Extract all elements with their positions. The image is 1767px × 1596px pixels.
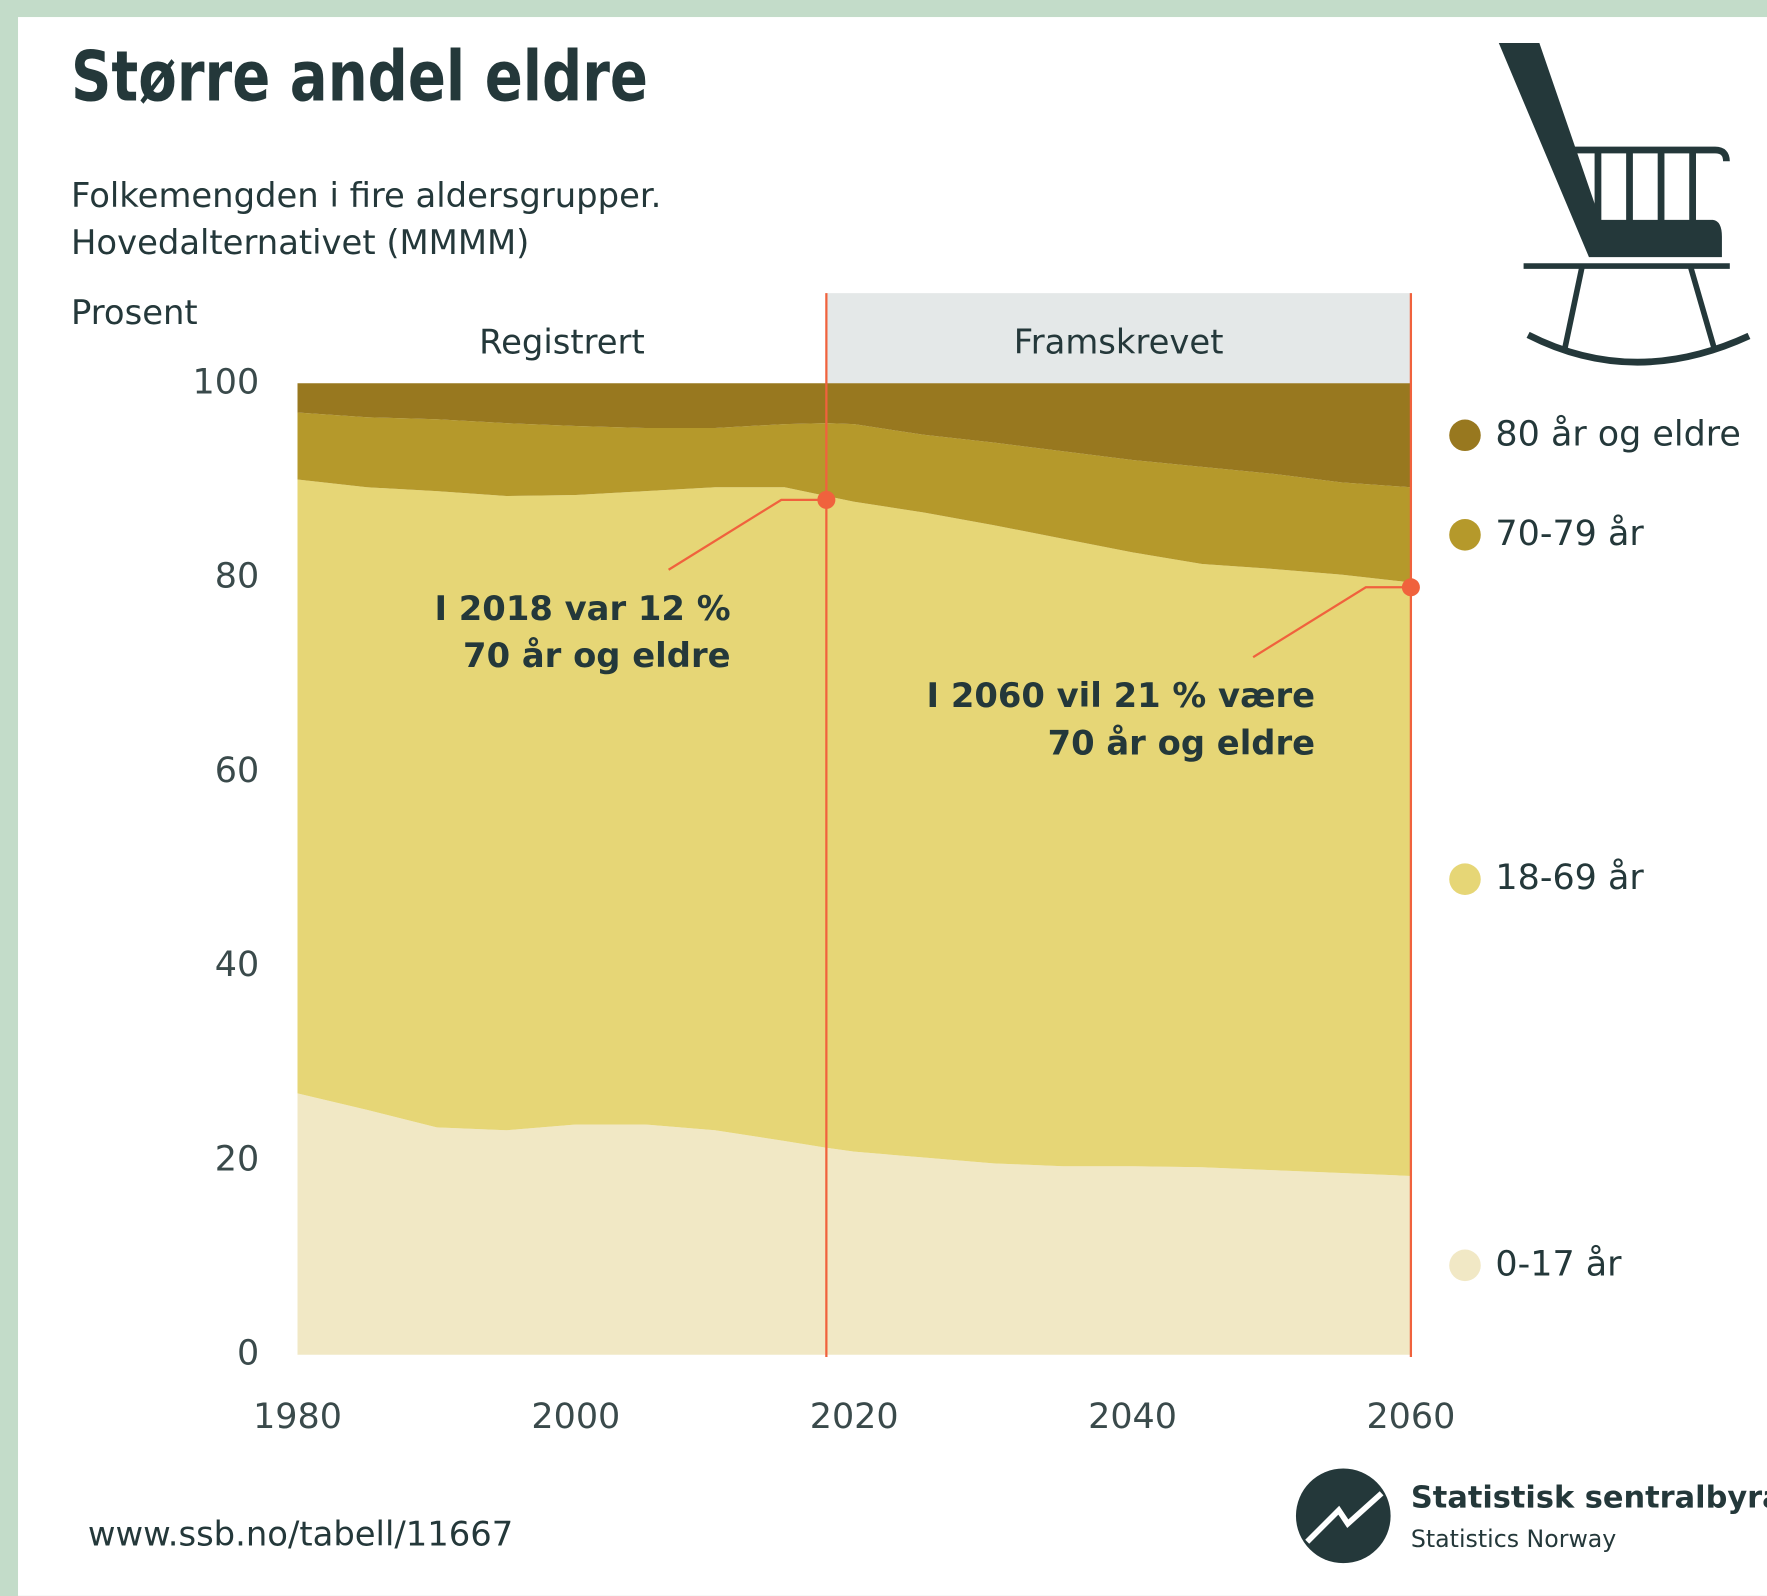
y-tick-label: 0	[237, 1334, 259, 1374]
y-tick-label: 40	[215, 945, 259, 985]
legend-swatch	[1449, 519, 1481, 551]
legend-label: 70-79 år	[1495, 513, 1644, 554]
y-axis-label: Prosent	[71, 293, 198, 332]
subtitle: Folkemengden i fire aldersgrupper.	[71, 176, 661, 215]
x-tick-label: 2020	[810, 1397, 899, 1437]
publisher: Statistisk sentralbyrå	[1411, 1479, 1767, 1515]
publisher-logo	[1295, 1468, 1391, 1564]
period-label: Framskrevet	[1014, 322, 1224, 361]
y-tick-label: 20	[215, 1139, 259, 1179]
y-tick-label: 100	[193, 362, 260, 402]
legend-swatch	[1449, 863, 1481, 895]
area	[297, 383, 1411, 488]
legend-label: 18-69 år	[1495, 857, 1644, 898]
legend-label: 80 år og eldre	[1495, 413, 1740, 454]
annotation-text: 70 år og eldre	[463, 636, 731, 675]
annotation-marker	[1401, 578, 1420, 597]
x-tick-label: 1980	[253, 1397, 342, 1437]
publisher-en: Statistics Norway	[1411, 1525, 1616, 1553]
annotation-text: I 2018 var 12 %	[434, 589, 730, 628]
legend-swatch	[1449, 1249, 1481, 1282]
x-tick-label: 2060	[1366, 1397, 1455, 1437]
period-label: Registrert	[479, 322, 645, 361]
subtitle: Hovedalternativet (MMMM)	[71, 223, 529, 262]
x-tick-label: 2040	[1088, 1397, 1177, 1437]
chair-icon	[1498, 42, 1751, 366]
chart-title: Større andel eldre	[71, 36, 648, 117]
annotation-leader	[668, 498, 827, 571]
area	[297, 1093, 1411, 1355]
annotation-text: 70 år og eldre	[1048, 724, 1316, 763]
source: www.ssb.no/tabell/11667	[88, 1515, 513, 1554]
annotation-marker	[817, 490, 836, 509]
y-tick-label: 60	[215, 751, 259, 791]
area	[297, 412, 1411, 583]
period-band	[826, 293, 1411, 384]
annotation-text: I 2060 vil 21 % være	[926, 676, 1315, 715]
area	[297, 479, 1411, 1176]
annotation-leader	[1252, 586, 1411, 659]
legend-label: 0-17 år	[1495, 1243, 1622, 1284]
x-tick-label: 2000	[531, 1397, 620, 1437]
y-tick-label: 80	[215, 557, 259, 597]
legend-swatch	[1449, 419, 1481, 452]
